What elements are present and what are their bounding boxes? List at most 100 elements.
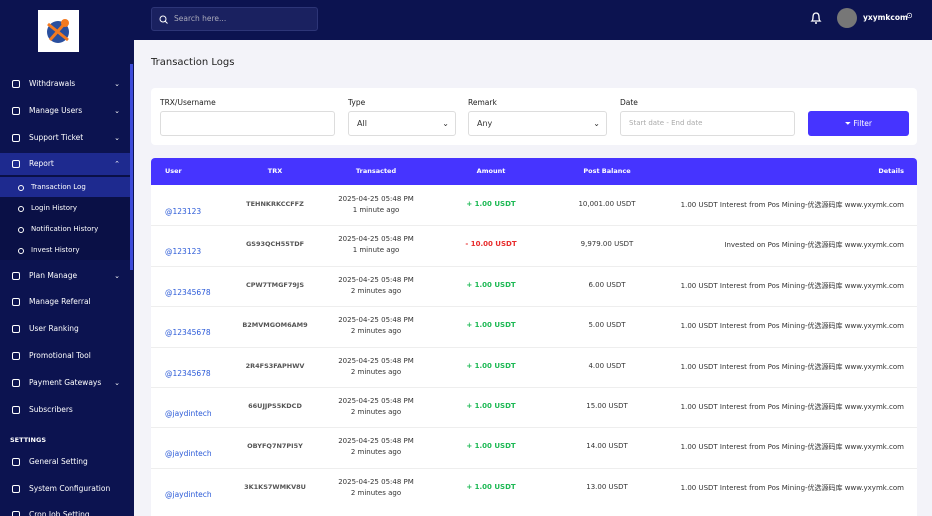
menu-label: Payment Gateways <box>29 378 102 387</box>
row-divider <box>151 265 917 267</box>
row-divider <box>151 387 917 388</box>
menu-item[interactable]: User Ranking <box>0 318 130 340</box>
chevron: ⌄ <box>114 80 120 88</box>
trx-code: 3K1KS7WMKV8U <box>244 482 306 491</box>
chevron: ⌃ <box>114 160 120 168</box>
transacted-date: 2025-04-25 05:48 PM <box>338 235 414 244</box>
type-label: Type <box>348 98 366 107</box>
trx-code: 66UJJPS5KDCD <box>248 402 302 410</box>
type-select[interactable]: All ⌄ <box>348 111 456 136</box>
user-link[interactable]: @12345678 <box>165 328 211 338</box>
chevron: ⌄ <box>114 379 120 387</box>
username[interactable]: yxymkcom <box>863 13 908 22</box>
menu-item[interactable]: Manage Users ⌄ <box>0 100 130 122</box>
trx-code: 2R4FS3FAPHWV <box>245 361 305 370</box>
details: Invested on Pos Mining-优选源码库 www.yxymk.c… <box>724 241 904 250</box>
transacted-date: 2025-04-25 05:48 PM <box>338 437 414 446</box>
menu-item[interactable]: General Setting <box>0 451 130 473</box>
row-divider <box>151 427 917 429</box>
avatar[interactable] <box>837 8 857 28</box>
chevron: ⌄ <box>114 107 120 115</box>
menu-item[interactable]: Support Ticket ⌄ <box>0 127 130 149</box>
submenu-item[interactable]: Login History <box>0 198 130 218</box>
menu-icon <box>12 458 20 466</box>
transacted-ago: 1 minute ago <box>352 246 400 255</box>
settings-heading: SETTINGS <box>10 436 47 444</box>
user-link[interactable]: @jaydintech <box>165 409 212 418</box>
bell-icon[interactable] <box>810 11 822 25</box>
amount: - 10.00 USDT <box>465 240 517 249</box>
menu-label: General Setting <box>29 457 88 466</box>
details: 1.00 USDT Interest from Pos Mining-优选源码库… <box>680 403 904 411</box>
transacted-date: 2025-04-25 05:48 PM <box>338 195 414 203</box>
user-link[interactable]: @12345678 <box>165 287 211 297</box>
menu-label: Manage Users <box>29 106 83 115</box>
menu-item[interactable]: Promotional Tool <box>0 345 130 367</box>
menu-item[interactable]: Report ⌃ <box>0 153 130 175</box>
submenu-item[interactable]: Transaction Log <box>0 177 130 197</box>
trx-input[interactable] <box>160 111 335 136</box>
menu-item[interactable]: Withdrawals ⌄ <box>0 73 130 95</box>
user-dropdown-icon[interactable]: ⊙ <box>906 11 913 20</box>
date-placeholder: Start date - End date <box>629 119 703 127</box>
user-link[interactable]: @jaydintech <box>165 489 212 499</box>
trx-code: CPW7TMGF79JS <box>245 280 305 289</box>
trx-code: TEHNKRKCCFFZ <box>246 200 304 208</box>
menu-icon <box>12 80 20 88</box>
amount: + 1.00 USDT <box>466 361 516 370</box>
transacted-ago: 2 minutes ago <box>350 488 402 497</box>
menu-icon <box>12 325 20 333</box>
date-input[interactable]: Start date - End date <box>620 111 795 136</box>
post-balance: 6.00 USDT <box>588 280 626 289</box>
user-link[interactable]: @12345678 <box>165 368 211 378</box>
menu-icon <box>12 352 20 360</box>
search-icon <box>159 15 168 24</box>
details: 1.00 USDT Interest from Pos Mining-优选源码库… <box>680 443 904 452</box>
topbar: Search here... yxymkcom ⊙ <box>134 0 932 40</box>
post-balance: 15.00 USDT <box>586 402 628 410</box>
row-divider <box>151 225 917 227</box>
table-header-cell: TRX <box>267 167 283 175</box>
filter-card: TRX/Username Type All ⌄ Remark Any ⌄ Date … <box>151 88 917 145</box>
menu-item[interactable]: Plan Manage ⌄ <box>0 265 130 287</box>
menu-icon <box>12 406 20 414</box>
menu-item[interactable]: Payment Gateways ⌄ <box>0 372 130 394</box>
transacted-ago: 2 minutes ago <box>350 408 402 416</box>
amount: + 1.00 USDT <box>466 442 516 451</box>
menu-item[interactable]: Manage Referral <box>0 291 130 313</box>
details: 1.00 USDT Interest from Pos Mining-优选源码库… <box>680 201 904 209</box>
table-header-cell: User <box>165 167 182 175</box>
transacted-ago: 2 minutes ago <box>350 327 402 336</box>
chevron: ⌄ <box>114 272 120 280</box>
filter-button[interactable]: ⏷ Filter <box>808 111 909 136</box>
post-balance: 4.00 USDT <box>588 361 626 370</box>
menu-item[interactable]: Subscribers <box>0 399 130 421</box>
table-header-cell: Details <box>878 167 904 175</box>
menu-item[interactable]: Cron Job Setting <box>0 504 130 516</box>
type-value: All <box>357 119 367 128</box>
submenu-item[interactable]: Invest History <box>0 240 130 260</box>
user-link[interactable]: @123123 <box>165 207 202 216</box>
transacted-date: 2025-04-25 05:48 PM <box>338 397 414 405</box>
table-card <box>151 158 917 516</box>
menu-label: Subscribers <box>29 405 73 414</box>
trx-code: OBYFQ7N7PI5Y <box>247 442 303 451</box>
submenu-item[interactable]: Notification History <box>0 219 130 239</box>
transacted-ago: 1 minute ago <box>352 206 400 214</box>
menu-icon <box>12 485 20 493</box>
remark-select[interactable]: Any ⌄ <box>468 111 607 136</box>
search-box[interactable]: Search here... <box>151 7 318 31</box>
transacted-ago: 2 minutes ago <box>350 286 402 295</box>
post-balance: 10,001.00 USDT <box>578 200 636 208</box>
logo-icon <box>47 19 69 43</box>
amount: + 1.00 USDT <box>466 482 516 491</box>
user-link[interactable]: @jaydintech <box>165 449 212 459</box>
user-link[interactable]: @123123 <box>165 247 202 257</box>
table-header-cell: Transacted <box>355 167 397 175</box>
menu-icon <box>12 160 20 168</box>
transacted-ago: 2 minutes ago <box>350 367 402 376</box>
menu-item[interactable]: System Configuration <box>0 478 130 500</box>
transacted-date: 2025-04-25 05:48 PM <box>338 477 414 486</box>
trx-label: TRX/Username <box>160 98 216 107</box>
